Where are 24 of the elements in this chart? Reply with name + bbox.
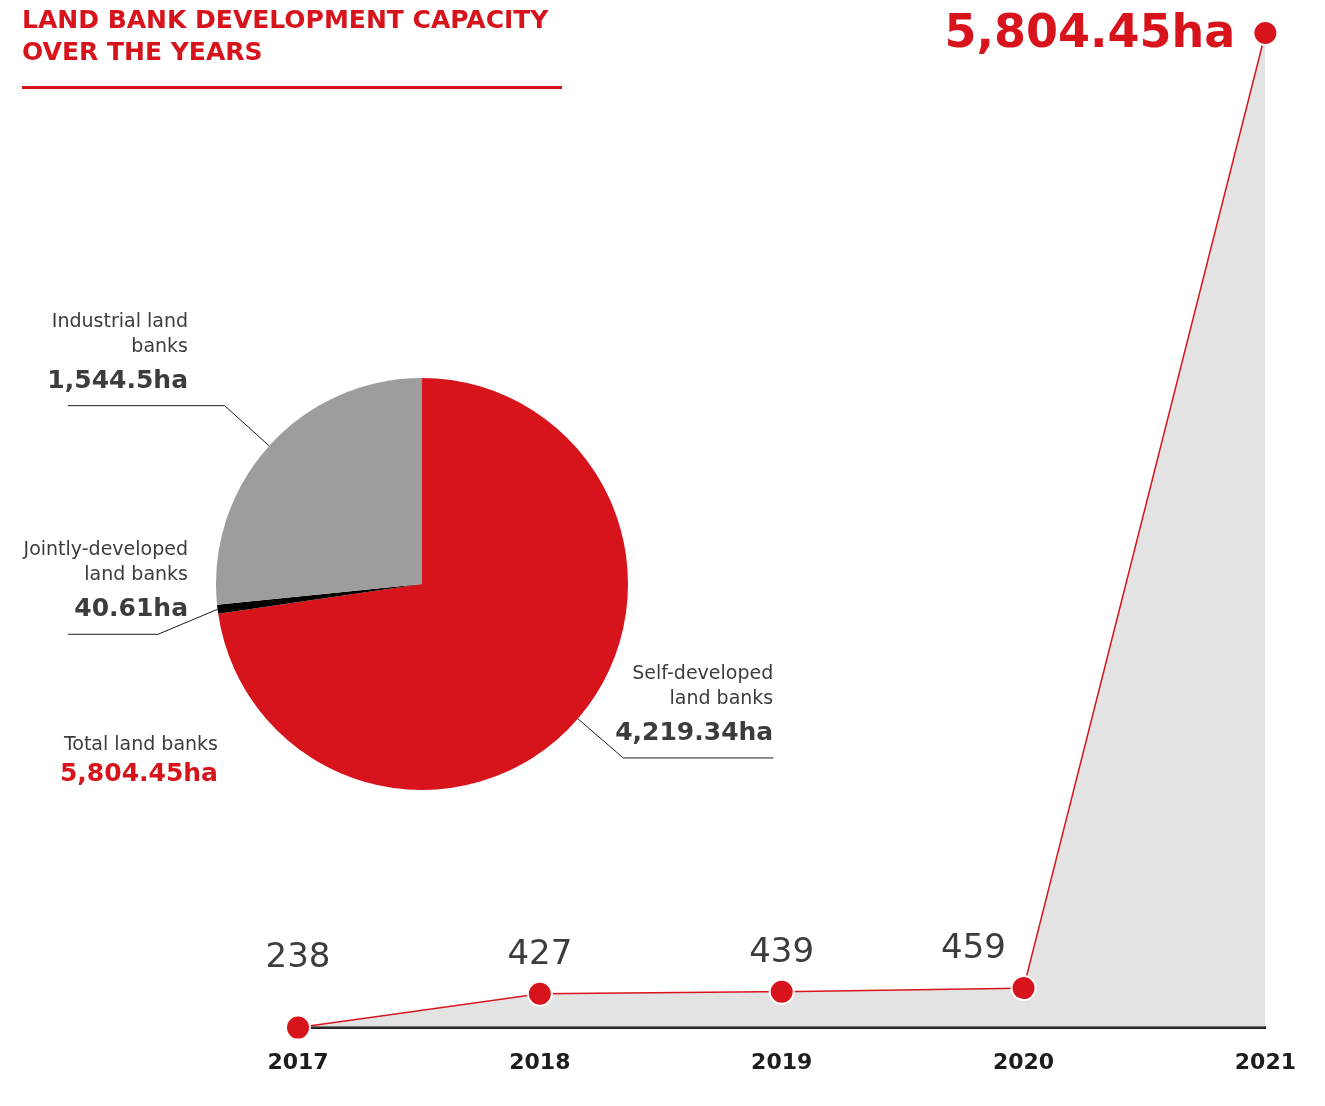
data-label: 4,219.34ha [615,716,774,746]
data-label: 459 [941,925,1006,966]
text: Total land banks [62,732,218,754]
x-tick-label: 2019 [751,1048,813,1074]
data-label: 439 [749,929,815,970]
x-tick-label: 2020 [992,1048,1055,1074]
slice-label: Industrial land banks [51,308,188,356]
x-tick-label: 2021 [1234,1048,1296,1074]
point [1252,20,1279,46]
chart-title: LAND BANK DEVELOPMENT CAPACITY OVER THE YEARS [22,4,562,89]
x-tick-label: 2018 [509,1048,571,1074]
data-label: 5,804.45ha [944,3,1236,58]
data-label: 427 [507,931,573,972]
x-tick-label: 2017 [267,1048,329,1074]
data-label: 1,544.5ha [47,364,188,394]
slice-label: Self-developed land banks [632,660,774,708]
slice-label: Jointly-developed land banks [22,537,188,585]
point [1010,975,1037,1002]
point [526,980,553,1007]
data-label: 238 [265,935,331,976]
point [768,978,795,1005]
point [285,1014,311,1041]
text: 5,804.45ha [58,758,218,787]
data-label: 40.61ha [74,593,188,623]
